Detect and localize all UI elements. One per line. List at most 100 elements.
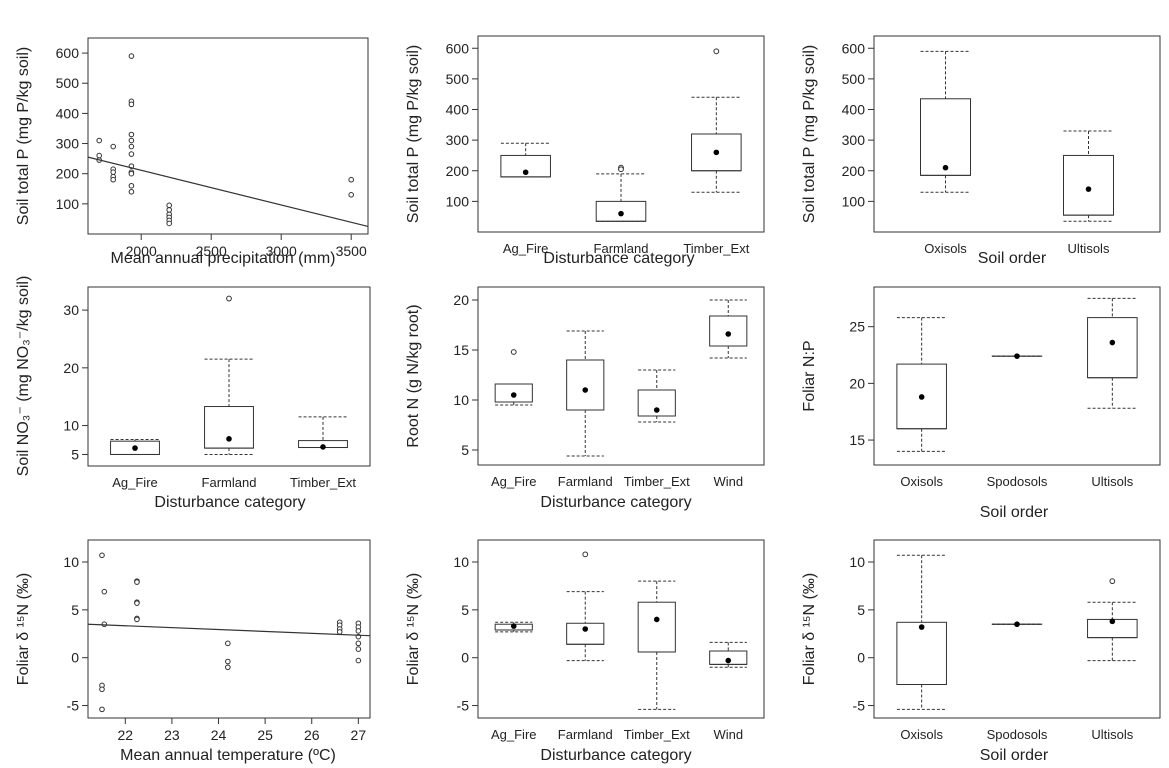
x-tick-label: 24 (211, 727, 227, 743)
mean-point (725, 331, 732, 337)
y-tick-label: -5 (853, 698, 866, 714)
chart-panel-5: 5 10 15 20 Disturbance category Root N (g N/k… (405, 286, 765, 511)
y-tick-label: 100 (56, 196, 80, 212)
mean-point (1109, 339, 1116, 346)
y-tick-label: 0 (461, 650, 469, 666)
data-point (128, 151, 135, 157)
y-tick-label: 10 (453, 554, 469, 570)
y-tick-label: 5 (71, 446, 79, 462)
category-label: Timber_Ext (624, 727, 690, 742)
y-axis-label: Soil total P (mg P/kg soil) (405, 45, 422, 223)
category-label: Oxisols (900, 474, 943, 489)
data-point (225, 664, 231, 671)
chart-panel-2: 100 200 300 400 500 600 Disturbance category So… (405, 35, 765, 267)
outlier-point (618, 166, 624, 173)
outlier-point (713, 48, 720, 55)
plot-frame (477, 539, 765, 719)
mean-point (320, 444, 326, 450)
data-point (128, 137, 135, 144)
chart-panel-3: 100 200 300 400 500 600 Soil order Soil total P… (801, 35, 1161, 267)
data-point (96, 152, 102, 159)
data-point (225, 640, 231, 647)
mean-point (510, 623, 517, 629)
mean-point (653, 616, 660, 623)
box (566, 359, 605, 411)
plot-frame (873, 286, 1161, 466)
data-point (99, 706, 105, 713)
outlier-point (510, 349, 517, 355)
data-point (134, 600, 140, 606)
mean-point (1014, 621, 1020, 628)
y-axis-label: Soil NO₃⁻ (mg NO₃⁻/kg soil) (15, 276, 32, 477)
y-tick-label: 400 (842, 102, 866, 118)
y-tick-label: 10 (63, 418, 79, 434)
category-label: Farmland (594, 241, 649, 256)
y-axis-label: Root N (g N/kg root) (405, 304, 422, 447)
plot-frame (87, 286, 371, 467)
y-tick-label: 0 (857, 650, 865, 666)
y-tick-label: 100 (446, 193, 470, 209)
data-point (348, 176, 355, 183)
y-tick-label: 5 (857, 602, 865, 618)
box (204, 406, 254, 449)
mean-point (1109, 618, 1116, 625)
x-axis-label: Soil order (980, 504, 1049, 521)
category-label: Timber_Ext (624, 474, 690, 489)
box (1087, 317, 1138, 379)
mean-point (713, 149, 720, 156)
data-point (355, 640, 362, 647)
x-tick-label: 2500 (196, 243, 227, 259)
category-label: Oxisols (900, 727, 943, 742)
y-tick-label: 5 (461, 602, 469, 618)
x-tick-label: 3500 (336, 243, 367, 259)
y-tick-label: 15 (453, 342, 469, 358)
category-label: Ag_Fire (491, 727, 537, 742)
y-tick-label: 5 (71, 602, 79, 618)
data-point (128, 143, 135, 150)
data-point (128, 188, 135, 195)
data-point (101, 588, 108, 595)
data-point (336, 629, 343, 635)
y-tick-label: 5 (461, 442, 469, 458)
y-tick-label: 15 (849, 432, 865, 448)
y-tick-label: 10 (849, 554, 865, 570)
y-tick-label: 500 (56, 75, 80, 91)
y-tick-label: 0 (71, 650, 79, 666)
y-tick-label: -5 (457, 698, 470, 714)
chart-panel-8: -5 0 5 10 Disturbance category Foliar δ ¹⁵N (… (405, 539, 765, 764)
data-point (134, 616, 140, 623)
data-point (128, 182, 135, 189)
x-axis-label: Disturbance category (540, 494, 691, 511)
x-tick-label: 23 (164, 727, 180, 743)
mean-point (510, 392, 517, 398)
y-tick-label: 200 (446, 163, 470, 179)
plot-frame (873, 35, 1161, 233)
category-label: Spodosols (987, 474, 1048, 489)
x-axis-label: Mean annual temperature (ºC) (120, 747, 336, 764)
data-point (355, 646, 362, 652)
data-point (110, 169, 116, 175)
x-tick-label: 26 (304, 727, 320, 743)
y-axis-label: Soil total P (mg P/kg soil) (801, 45, 818, 223)
box (709, 315, 748, 347)
box (896, 621, 947, 686)
chart-panel-4: 5 10 20 30 Disturbance category Soil NO₃⁻ (mg… (15, 276, 371, 511)
mean-point (918, 624, 925, 630)
chart-panel-1: 100 200 300 400 500 600 Mean annual precipitat… (15, 37, 369, 267)
data-point (96, 137, 102, 144)
category-label: Ag_Fire (503, 241, 549, 256)
y-axis-label: Foliar δ ¹⁵N (‰) (15, 573, 32, 685)
category-label: Ag_Fire (112, 475, 158, 490)
y-axis-label: Foliar δ ¹⁵N (‰) (801, 573, 818, 685)
y-axis-label: Foliar N:P (801, 340, 818, 411)
mean-point (653, 407, 660, 413)
category-label: Timber_Ext (290, 475, 356, 490)
y-tick-label: 100 (842, 193, 866, 209)
y-tick-label: 500 (842, 71, 866, 87)
category-label: Oxisols (924, 241, 967, 256)
y-tick-label: 10 (63, 554, 79, 570)
outlier-point (1109, 578, 1116, 585)
y-tick-label: 300 (56, 136, 80, 152)
x-axis-label: Disturbance category (543, 250, 694, 267)
x-axis-label: Soil order (978, 250, 1047, 267)
